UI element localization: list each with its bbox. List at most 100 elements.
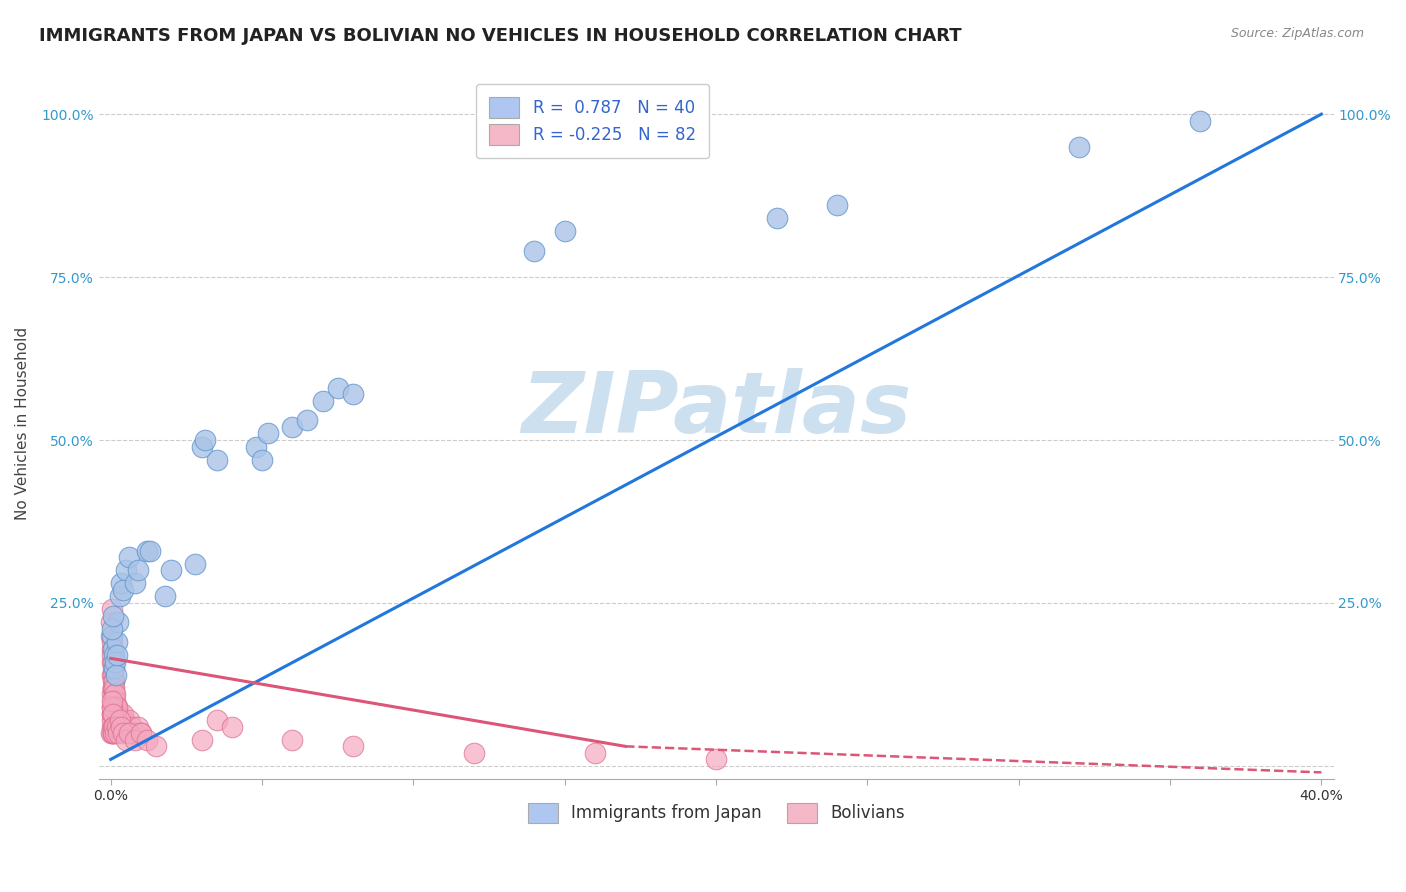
- Point: [112, 713, 135, 727]
- Text: Source: ZipAtlas.com: Source: ZipAtlas.com: [1230, 27, 1364, 40]
- Point: [111, 582, 134, 597]
- Point: [342, 387, 364, 401]
- Point: [107, 615, 129, 630]
- Point: [127, 563, 149, 577]
- Point: [101, 655, 124, 669]
- Point: [583, 746, 606, 760]
- Point: [245, 440, 267, 454]
- Point: [103, 706, 125, 721]
- Point: [121, 720, 143, 734]
- Point: [101, 655, 124, 669]
- Point: [145, 739, 167, 754]
- Point: [101, 687, 124, 701]
- Point: [111, 726, 134, 740]
- Point: [104, 694, 127, 708]
- Point: [100, 628, 122, 642]
- Point: [101, 694, 124, 708]
- Point: [103, 648, 125, 662]
- Point: [101, 726, 124, 740]
- Point: [104, 700, 127, 714]
- Point: [101, 635, 124, 649]
- Point: [118, 550, 141, 565]
- Point: [104, 713, 127, 727]
- Point: [101, 667, 124, 681]
- Point: [105, 700, 128, 714]
- Point: [129, 726, 152, 740]
- Point: [104, 726, 127, 740]
- Point: [101, 713, 124, 727]
- Point: [110, 713, 132, 727]
- Point: [100, 720, 122, 734]
- Point: [100, 706, 122, 721]
- Point: [115, 563, 138, 577]
- Point: [115, 720, 138, 734]
- Point: [101, 700, 124, 714]
- Point: [127, 720, 149, 734]
- Point: [105, 667, 128, 681]
- Point: [193, 433, 215, 447]
- Point: [105, 720, 128, 734]
- Point: [105, 706, 128, 721]
- Point: [100, 667, 122, 681]
- Point: [205, 713, 228, 727]
- Point: [105, 700, 128, 714]
- Legend: Immigrants from Japan, Bolivians: Immigrants from Japan, Bolivians: [516, 791, 917, 835]
- Point: [105, 635, 128, 649]
- Point: [765, 211, 787, 226]
- Point: [190, 440, 212, 454]
- Point: [104, 655, 127, 669]
- Point: [108, 713, 131, 727]
- Point: [101, 681, 124, 695]
- Text: IMMIGRANTS FROM JAPAN VS BOLIVIAN NO VEHICLES IN HOUSEHOLD CORRELATION CHART: IMMIGRANTS FROM JAPAN VS BOLIVIAN NO VEH…: [39, 27, 962, 45]
- Point: [101, 694, 124, 708]
- Point: [115, 732, 138, 747]
- Point: [1189, 113, 1212, 128]
- Point: [103, 726, 125, 740]
- Y-axis label: No Vehicles in Household: No Vehicles in Household: [15, 327, 30, 520]
- Point: [463, 746, 485, 760]
- Point: [104, 700, 127, 714]
- Point: [110, 576, 132, 591]
- Point: [101, 609, 124, 624]
- Point: [136, 732, 159, 747]
- Point: [257, 426, 280, 441]
- Point: [326, 381, 349, 395]
- Point: [103, 687, 125, 701]
- Point: [221, 720, 243, 734]
- Point: [311, 393, 333, 408]
- Point: [124, 732, 146, 747]
- Point: [118, 713, 141, 727]
- Point: [101, 720, 124, 734]
- Point: [101, 681, 124, 695]
- Point: [281, 420, 304, 434]
- Point: [160, 563, 183, 577]
- Point: [101, 674, 124, 689]
- Point: [139, 543, 162, 558]
- Point: [100, 726, 122, 740]
- Point: [136, 543, 159, 558]
- Point: [105, 706, 128, 721]
- Point: [101, 661, 124, 675]
- Point: [118, 726, 141, 740]
- Point: [297, 413, 319, 427]
- Point: [100, 615, 122, 630]
- Point: [107, 726, 129, 740]
- Point: [704, 752, 727, 766]
- Point: [101, 706, 124, 721]
- Point: [107, 706, 129, 721]
- Point: [103, 674, 125, 689]
- Point: [103, 694, 125, 708]
- Point: [105, 648, 128, 662]
- Point: [101, 628, 124, 642]
- Point: [281, 732, 304, 747]
- Point: [111, 706, 134, 721]
- Point: [100, 706, 122, 721]
- Point: [103, 681, 125, 695]
- Point: [554, 224, 576, 238]
- Point: [250, 452, 273, 467]
- Point: [124, 726, 146, 740]
- Point: [101, 641, 124, 656]
- Text: ZIPatlas: ZIPatlas: [522, 368, 911, 451]
- Point: [1069, 139, 1091, 153]
- Point: [103, 681, 125, 695]
